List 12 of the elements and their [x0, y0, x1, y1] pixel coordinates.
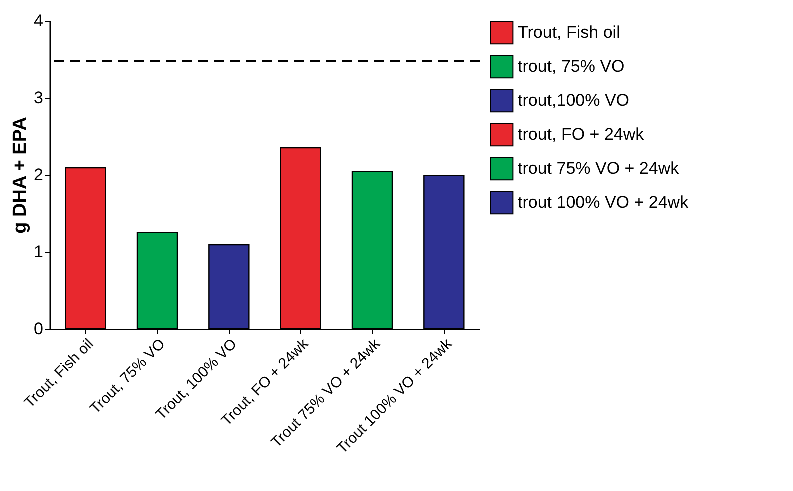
y-tick-label: 0	[34, 320, 44, 338]
y-tick-label: 1	[34, 242, 44, 262]
legend-label: trout 75% VO + 24wk	[518, 159, 680, 178]
y-tick-label: 4	[34, 12, 44, 30]
legend-label: trout 100% VO + 24wk	[518, 193, 690, 212]
legend-label: Trout, Fish oil	[518, 23, 620, 42]
y-tick-label: 2	[34, 166, 44, 184]
legend-label: trout,100% VO	[518, 91, 630, 110]
y-tick-label: 3	[34, 88, 44, 108]
legend-label: trout, FO + 24wk	[518, 125, 645, 144]
legend-label: trout, 75% VO	[518, 57, 625, 76]
y-axis-title: g DHA + EPA	[10, 116, 32, 234]
